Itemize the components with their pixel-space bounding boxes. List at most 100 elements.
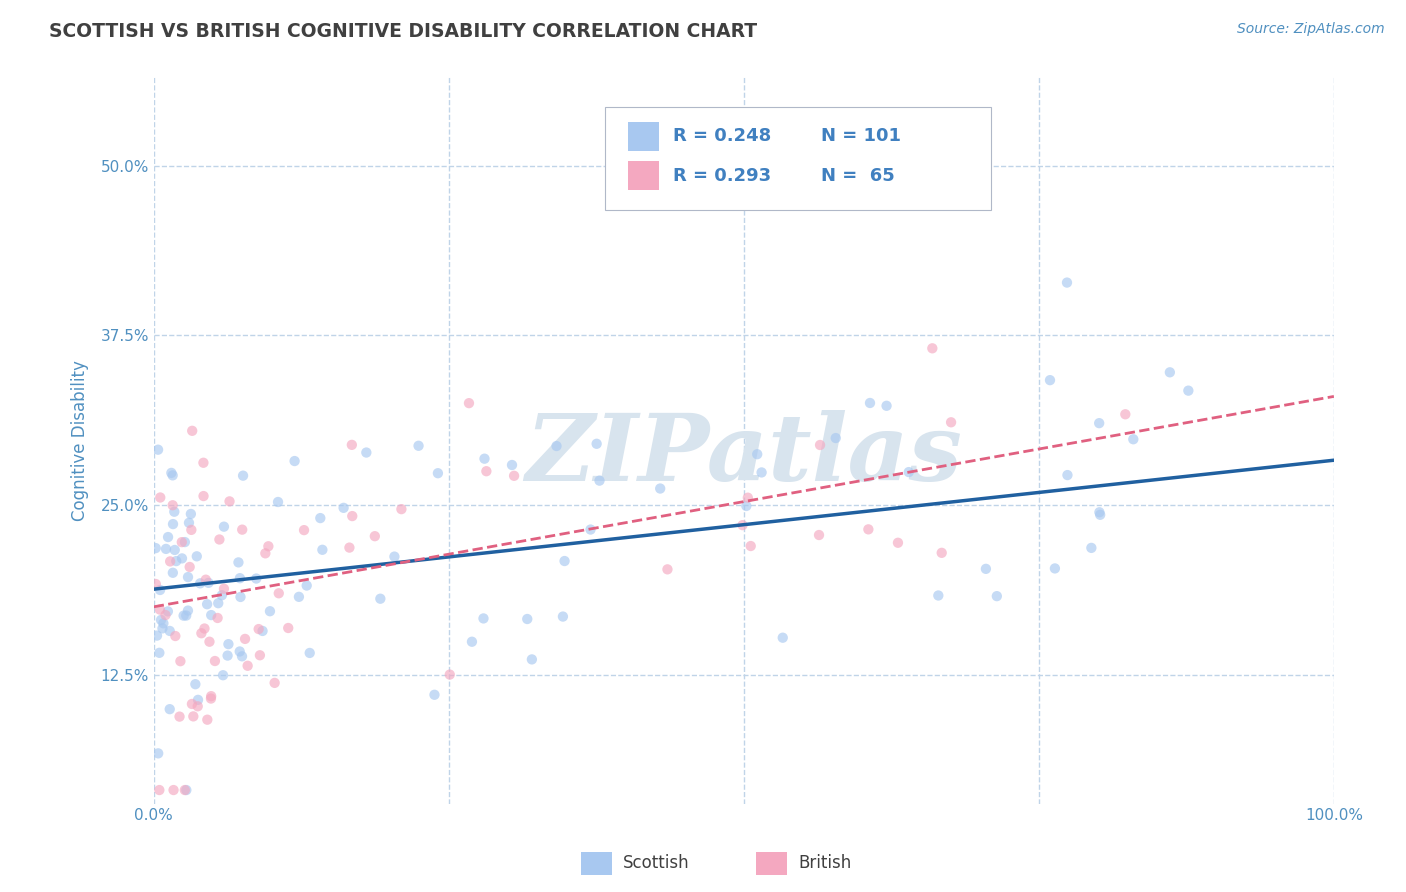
Point <box>1122 432 1144 446</box>
Text: British: British <box>799 855 852 872</box>
Point <box>439 667 461 681</box>
Point <box>229 644 252 658</box>
Point <box>249 648 271 663</box>
Point <box>461 634 484 648</box>
Point <box>939 415 962 429</box>
Point <box>152 621 174 635</box>
Point <box>808 528 831 542</box>
Point <box>579 523 602 537</box>
Point <box>229 590 252 604</box>
Point <box>173 608 195 623</box>
Point <box>212 668 235 682</box>
Point <box>986 589 1008 603</box>
Point <box>194 573 217 587</box>
Point <box>180 507 202 521</box>
Point <box>475 464 498 478</box>
Point <box>588 474 610 488</box>
Point <box>228 555 250 569</box>
Point <box>298 646 321 660</box>
Point <box>159 702 181 716</box>
Point <box>740 539 762 553</box>
Point <box>288 590 311 604</box>
Text: ZIPatlas: ZIPatlas <box>526 410 962 500</box>
Point <box>212 582 235 596</box>
Text: SCOTTISH VS BRITISH COGNITIVE DISABILITY CORRELATION CHART: SCOTTISH VS BRITISH COGNITIVE DISABILITY… <box>49 22 758 41</box>
Point <box>927 589 949 603</box>
Point <box>195 713 218 727</box>
Point <box>165 629 187 643</box>
Point <box>163 543 186 558</box>
Point <box>364 529 387 543</box>
Point <box>200 608 222 623</box>
Point <box>187 693 209 707</box>
Point <box>516 612 538 626</box>
Point <box>887 535 910 549</box>
Point <box>146 442 169 457</box>
Point <box>190 626 212 640</box>
Point <box>149 602 172 616</box>
Point <box>155 541 177 556</box>
Point <box>159 624 181 638</box>
Point <box>231 523 253 537</box>
Point <box>193 622 215 636</box>
Point <box>176 783 198 797</box>
Point <box>198 634 221 648</box>
Point <box>551 609 574 624</box>
Point <box>193 489 215 503</box>
Point <box>149 491 172 505</box>
Point <box>503 468 526 483</box>
Point <box>1043 561 1066 575</box>
Point <box>384 549 406 564</box>
Point <box>650 482 672 496</box>
Point <box>204 654 226 668</box>
Point <box>1114 407 1136 421</box>
Point <box>149 582 172 597</box>
Point <box>173 783 195 797</box>
Point <box>200 689 222 703</box>
Point <box>735 499 758 513</box>
Point <box>200 691 222 706</box>
Point <box>1088 416 1111 430</box>
Point <box>657 562 679 576</box>
Text: N = 101: N = 101 <box>821 128 901 145</box>
Point <box>233 632 256 646</box>
Point <box>259 604 281 618</box>
Point <box>160 466 183 480</box>
Point <box>156 604 179 618</box>
Point <box>423 688 446 702</box>
Point <box>931 546 953 560</box>
Point <box>177 604 200 618</box>
Point <box>546 439 568 453</box>
Point <box>162 783 184 797</box>
Point <box>309 511 332 525</box>
Point <box>193 456 215 470</box>
Text: N =  65: N = 65 <box>821 167 894 185</box>
Point <box>159 554 181 568</box>
Point <box>1056 468 1078 483</box>
Point <box>162 468 184 483</box>
Text: Source: ZipAtlas.com: Source: ZipAtlas.com <box>1237 22 1385 37</box>
Point <box>921 341 943 355</box>
Point <box>737 491 759 505</box>
Point <box>197 575 219 590</box>
Point <box>292 523 315 537</box>
Point <box>148 646 170 660</box>
Point <box>170 551 193 566</box>
Point <box>177 570 200 584</box>
Point <box>162 517 184 532</box>
Point <box>163 505 186 519</box>
Point <box>520 652 543 666</box>
Point <box>169 654 191 668</box>
Point <box>162 566 184 580</box>
Point <box>1088 505 1111 519</box>
Point <box>474 451 496 466</box>
Point <box>217 648 239 663</box>
Point <box>184 677 207 691</box>
Text: R = 0.293: R = 0.293 <box>673 167 772 185</box>
Point <box>1088 508 1111 522</box>
Point <box>183 709 205 723</box>
Point <box>174 608 197 623</box>
Point <box>188 576 211 591</box>
Point <box>311 542 333 557</box>
Point <box>150 613 173 627</box>
